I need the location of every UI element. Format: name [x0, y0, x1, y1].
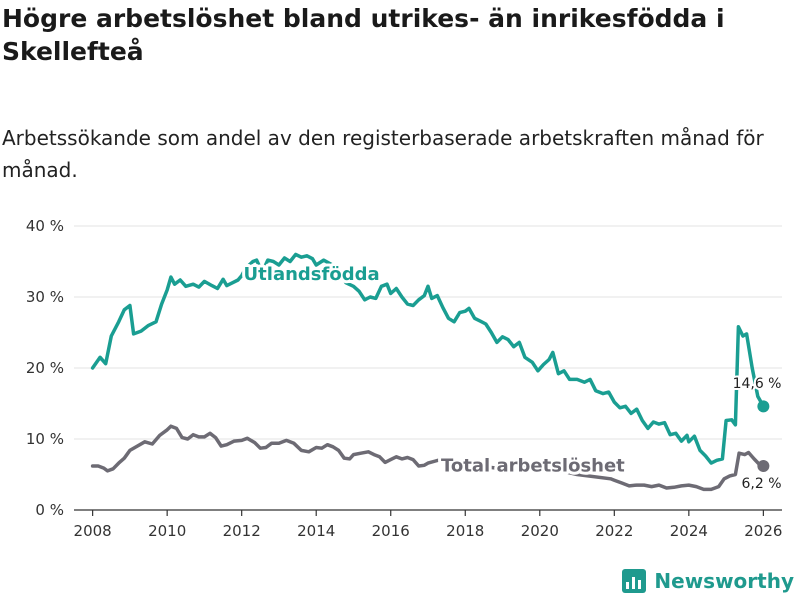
brand-logo: Newsworthy	[622, 568, 794, 594]
line-chart: 0 % 10 % 20 % 30 % 40 % 2008 2010 2012 2014 2016…	[26, 217, 784, 540]
series-line-utlandsfodda	[90, 252, 766, 465]
y-tick-label: 30 %	[26, 288, 64, 306]
series-label-utlandsfodda: Utlandsfödda	[244, 264, 380, 285]
brand-name: Newsworthy	[654, 569, 794, 593]
end-value-label-utlandsfodda: 14,6 %	[733, 376, 782, 392]
x-tick-label: 2026	[744, 522, 782, 540]
x-tick-label: 2022	[595, 522, 633, 540]
chart-subtitle: Arbetssökande som andel av den registerb…	[2, 126, 764, 182]
y-tick-label: 40 %	[26, 217, 64, 235]
y-axis: 0 % 10 % 20 % 30 % 40 %	[26, 217, 64, 519]
x-tick-label: 2024	[670, 522, 708, 540]
x-tick-label: 2016	[372, 522, 410, 540]
x-tick-label: 2020	[521, 522, 559, 540]
label-group: Utlandsfödda Total arbetslöshet 14,6 % 6,2 …	[241, 261, 784, 494]
x-tick-label: 2018	[446, 522, 484, 540]
y-tick-label: 20 %	[26, 359, 64, 377]
x-axis: 2008 2010 2012 2014 2016 2018 2020 2022 2024 2026	[74, 509, 782, 540]
series-end-point-total-arbetsloshet	[757, 459, 770, 472]
series-group	[90, 252, 770, 492]
series-line-total-arbetsloshet	[90, 424, 766, 492]
x-tick-label: 2008	[74, 522, 112, 540]
series-end-point-utlandsfodda	[757, 400, 770, 413]
series-label-total-arbetsloshet: Total arbetslöshet	[441, 456, 625, 477]
y-tick-label: 10 %	[26, 430, 64, 448]
x-tick-label: 2012	[223, 522, 261, 540]
y-tick-label: 0 %	[35, 501, 64, 519]
x-tick-label: 2014	[297, 522, 335, 540]
x-tick-label: 2010	[148, 522, 186, 540]
end-value-label-total-arbetsloshet: 6,2 %	[741, 476, 781, 492]
chart-title: Högre arbetslöshet bland utrikes- än inr…	[2, 4, 725, 66]
gridlines	[74, 225, 782, 440]
bar-chart-icon	[622, 569, 647, 593]
